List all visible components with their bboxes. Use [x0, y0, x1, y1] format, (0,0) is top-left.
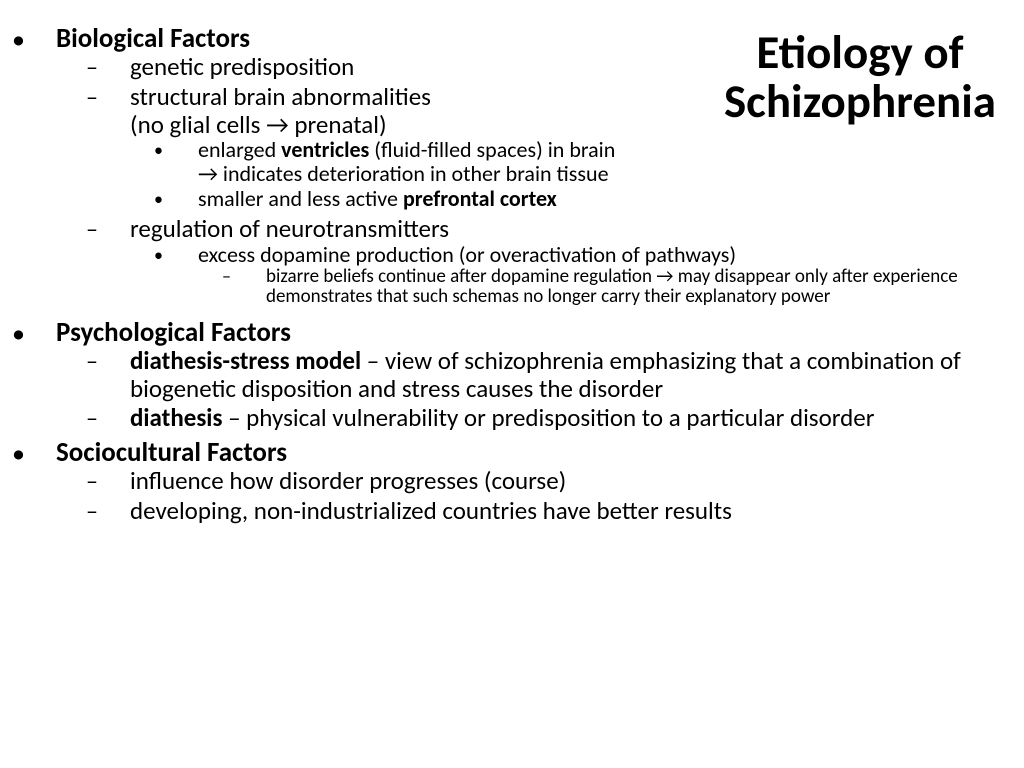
list-item: enlarged ventricles (fluid-filled spaces…: [176, 138, 984, 188]
heading-biological: Biological Factors: [56, 22, 250, 55]
list-item: bizarre beliefs continue after dopamine …: [244, 267, 1024, 310]
slide-body: Biological Factors genetic predispositio…: [40, 24, 984, 531]
list-item: smaller and less active prefrontal corte…: [176, 187, 984, 213]
text: influence how disorder progresses (cours…: [130, 465, 566, 496]
heading-psychological: Psychological Factors: [56, 316, 291, 349]
list-item: diathesis-stress model – view of schizop…: [108, 347, 988, 404]
text: bizarre beliefs continue after dopamine …: [266, 265, 958, 309]
section-biological: Biological Factors genetic predispositio…: [40, 24, 984, 316]
text-bold: diathesis-stress model: [130, 345, 361, 376]
list-item: diathesis – physical vulnerability or pr…: [108, 404, 988, 434]
list-item: influence how disorder progresses (cours…: [108, 467, 984, 497]
text-bold: diathesis: [130, 402, 222, 433]
heading-sociocultural: Sociocultural Factors: [56, 436, 287, 469]
text: → indicates deterioration in other brain…: [198, 160, 609, 187]
text: structural brain abnormalities: [130, 81, 431, 112]
text: smaller and less active: [198, 185, 403, 212]
text: – physical vulnerability or predispositi…: [222, 402, 874, 433]
text: regulation of neurotransmitters: [130, 213, 449, 244]
list-item: regulation of neurotransmitters excess d…: [108, 215, 984, 314]
section-psychological: Psychological Factors diathesis-stress m…: [40, 318, 984, 436]
list-item: genetic predisposition: [108, 53, 984, 83]
section-sociocultural: Sociocultural Factors influence how diso…: [40, 438, 984, 529]
list-item: excess dopamine production (or overactiv…: [176, 243, 984, 312]
text: genetic predisposition: [130, 51, 354, 82]
list-item: developing, non-industrialized countries…: [108, 497, 984, 527]
list-item: structural brain abnormalities(no glial …: [108, 83, 984, 215]
text-bold: prefrontal cortex: [403, 185, 557, 212]
text: developing, non-industrialized countries…: [130, 495, 732, 526]
